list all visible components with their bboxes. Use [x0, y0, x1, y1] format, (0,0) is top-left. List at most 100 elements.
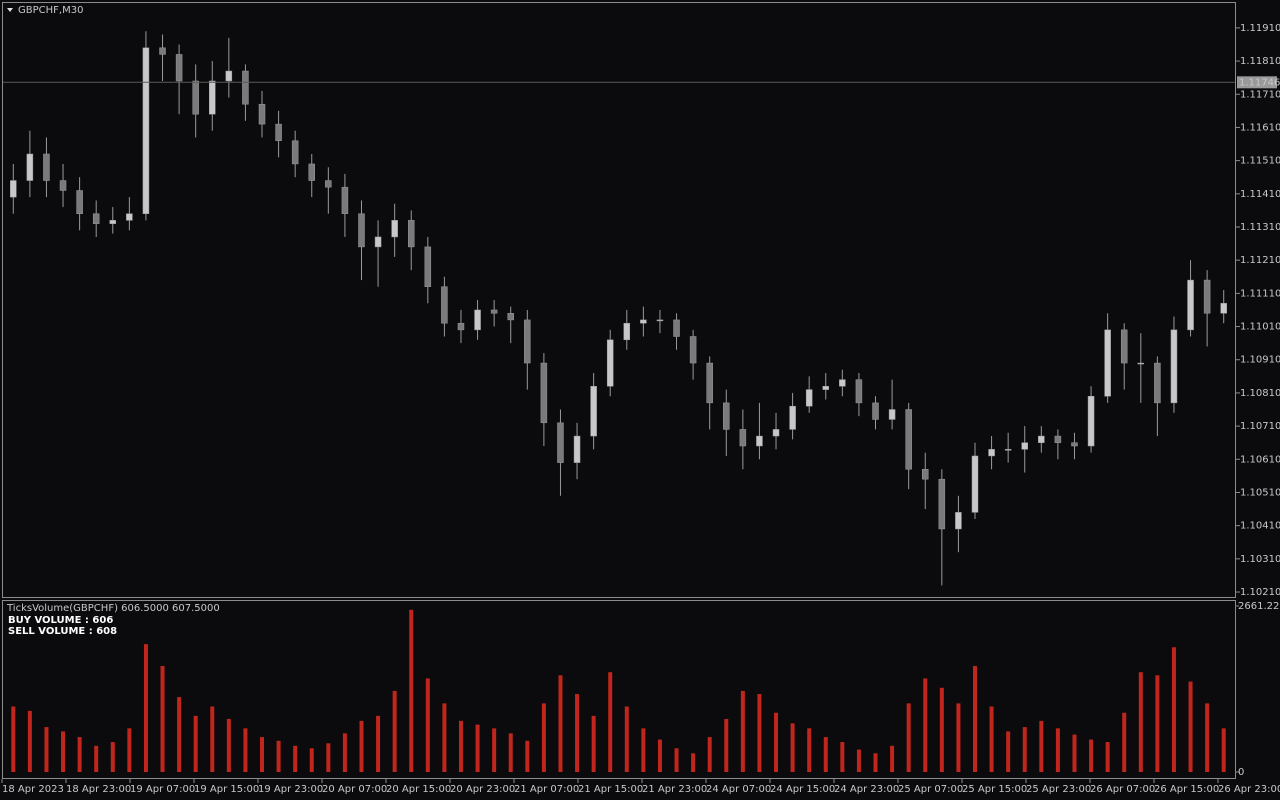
volume-bar: [707, 737, 712, 772]
y-tick-label: 1.10410: [1240, 521, 1280, 532]
candle-body: [1187, 279, 1194, 331]
x-tick-label: 26 Apr 23:00: [1218, 784, 1280, 795]
volume-bar: [1039, 720, 1044, 772]
volume-bar: [823, 737, 828, 772]
volume-bar: [1072, 734, 1077, 772]
candle-body: [1220, 303, 1227, 314]
volume-bar: [890, 745, 895, 772]
candle-body: [10, 180, 17, 198]
candle-body: [1170, 329, 1178, 404]
volume-bar: [1105, 742, 1110, 772]
volume-bar: [674, 748, 679, 772]
x-tick-label: 21 Apr 15:00: [578, 784, 643, 795]
volume-bar: [1188, 681, 1193, 772]
volume-bar: [807, 728, 812, 772]
candle-body: [26, 153, 34, 181]
volume-bar: [11, 706, 16, 772]
candle-body: [1154, 362, 1161, 404]
buy-volume: BUY VOLUME : 606: [8, 615, 113, 626]
candle-body: [839, 379, 846, 387]
volume-bar: [873, 753, 878, 772]
candle-body: [490, 309, 498, 314]
volume-frame: [2, 600, 1236, 779]
candle-body: [225, 70, 233, 82]
volume-bar: [790, 723, 795, 772]
volume-bar: [342, 733, 347, 772]
volume-bar: [1122, 712, 1127, 772]
candle-body: [656, 319, 664, 322]
volume-bar: [575, 694, 580, 772]
volume-bar: [624, 706, 629, 772]
x-tick-label: 18 Apr 23:00: [66, 784, 131, 795]
candle-body: [142, 47, 150, 214]
candle-body: [955, 512, 962, 530]
candle-body: [192, 80, 199, 115]
y-tick-label: 0: [1238, 767, 1244, 778]
volume-bar: [1089, 739, 1094, 772]
x-tick-label: 24 Apr 07:00: [706, 784, 771, 795]
candle-body: [109, 220, 117, 224]
x-tick-label: 21 Apr 07:00: [514, 784, 579, 795]
y-tick-label: 1.10310: [1240, 554, 1280, 565]
candle-body: [524, 319, 531, 364]
symbol-title: GBPCHF,M30: [18, 5, 83, 16]
x-tick-label: 25 Apr 07:00: [898, 784, 963, 795]
volume-bar: [44, 727, 49, 772]
y-tick-label: 1.11010: [1240, 322, 1280, 333]
volume-bar: [525, 740, 530, 772]
main-frame: [2, 2, 1236, 598]
volume-bar: [657, 739, 662, 772]
candle-body: [590, 386, 597, 437]
candle-body: [805, 389, 813, 407]
volume-bar: [1138, 672, 1143, 772]
volume-bar: [508, 733, 513, 772]
volume-bar: [143, 644, 148, 772]
y-tick-label: 1.11310: [1240, 222, 1280, 233]
volume-bar: [856, 749, 861, 772]
candle-body: [623, 322, 631, 341]
candle-body: [43, 153, 50, 181]
indicator-title: TicksVolume(GBPCHF) 606.5000 607.5000: [6, 603, 220, 614]
y-tick-label: 2661.225: [1238, 601, 1280, 612]
candle-body: [938, 478, 946, 530]
y-tick-label: 1.11210: [1240, 255, 1280, 266]
x-tick-label: 20 Apr 15:00: [386, 784, 451, 795]
volume-bar: [376, 715, 381, 772]
volume-bar: [558, 675, 563, 772]
volume-bar: [61, 731, 66, 772]
volume-bar: [425, 678, 430, 772]
dropdown-icon[interactable]: [7, 8, 13, 12]
volume-bar: [1022, 727, 1027, 772]
volume-bar: [392, 690, 397, 772]
candle-body: [573, 435, 581, 463]
candle-body: [706, 362, 713, 404]
candle-body: [126, 213, 133, 221]
volume-bar: [359, 720, 364, 772]
y-tick-label: 1.10810: [1240, 388, 1280, 399]
volume-bar: [160, 665, 165, 772]
candle-body: [507, 313, 514, 321]
candle-body: [92, 213, 100, 224]
candle-body: [358, 213, 365, 248]
candle-body: [971, 455, 979, 513]
volume-bar: [27, 710, 32, 772]
y-tick-label: 1.11810: [1240, 56, 1280, 67]
candle-body: [988, 449, 995, 457]
candle-body: [855, 379, 863, 404]
candle-body: [1087, 395, 1095, 447]
volume-bar: [972, 665, 977, 772]
candle-body: [540, 362, 548, 424]
candle-body: [723, 402, 730, 430]
volume-bar: [989, 706, 994, 772]
y-tick-label: 1.11410: [1240, 189, 1280, 200]
candle-body: [242, 70, 249, 105]
candle-body: [1021, 442, 1028, 450]
x-tick-label: 26 Apr 07:00: [1090, 784, 1155, 795]
y-tick-label: 1.10910: [1240, 355, 1280, 366]
y-tick-label: 1.10710: [1240, 421, 1280, 432]
candle-body: [922, 468, 929, 480]
y-tick-label: 1.11610: [1240, 122, 1280, 133]
candle-body: [1203, 279, 1211, 314]
